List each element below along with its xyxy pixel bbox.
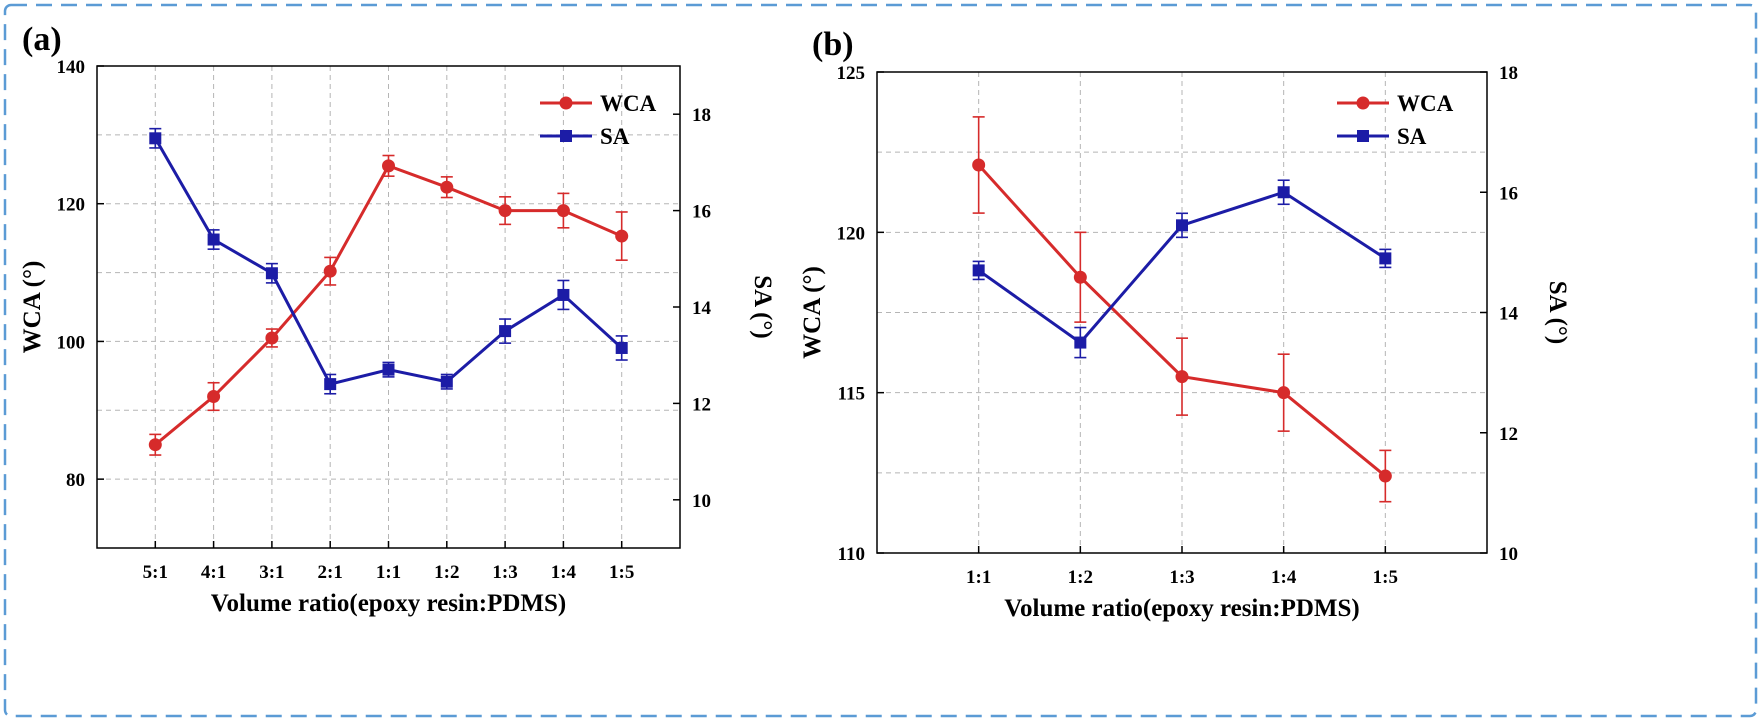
legend-marker xyxy=(1356,96,1370,110)
data-point-sa xyxy=(382,363,395,376)
data-point-sa xyxy=(615,341,628,354)
data-point-wca xyxy=(1073,270,1087,284)
left-tick-label: 140 xyxy=(57,57,86,78)
left-tick-label: 80 xyxy=(66,470,85,491)
series-wca xyxy=(148,154,629,456)
data-point-wca xyxy=(972,158,986,172)
y-axis-title-right: SA (°) xyxy=(749,275,776,338)
data-point-sa xyxy=(1277,186,1290,199)
x-tick-label: 3:1 xyxy=(259,562,284,583)
x-axis-title: Volume ratio(epoxy resin:PDMS) xyxy=(211,590,567,617)
data-point-sa xyxy=(149,132,162,145)
y-axis-title-left: WCA (°) xyxy=(19,261,46,354)
right-tick-label: 18 xyxy=(692,105,711,126)
legend-label-wca: WCA xyxy=(600,91,657,116)
x-tick-label: 5:1 xyxy=(143,562,168,583)
legend-marker xyxy=(1357,130,1369,142)
right-tick-label: 10 xyxy=(1499,544,1518,565)
x-tick-label: 1:5 xyxy=(609,562,634,583)
left-tick-label: 115 xyxy=(838,384,865,405)
x-tick-label: 1:4 xyxy=(1271,567,1297,588)
legend-label-sa: SA xyxy=(1397,124,1427,149)
data-point-wca xyxy=(148,438,162,452)
x-axis-title: Volume ratio(epoxy resin:PDMS) xyxy=(1004,595,1360,622)
y-axis-title-left: WCA (°) xyxy=(799,266,826,359)
data-point-sa xyxy=(499,325,512,338)
data-point-wca xyxy=(440,180,454,194)
left-tick-label: 125 xyxy=(837,63,866,84)
y-axis-title-right: SA (°) xyxy=(1544,281,1571,344)
legend-marker xyxy=(560,130,572,142)
x-tick-label: 1:3 xyxy=(1169,567,1194,588)
x-tick-label: 1:1 xyxy=(966,567,991,588)
data-point-sa xyxy=(557,288,570,301)
x-tick-label: 1:4 xyxy=(551,562,577,583)
right-tick-label: 14 xyxy=(692,298,712,319)
data-point-wca xyxy=(1378,469,1392,483)
data-point-wca xyxy=(207,390,221,404)
grid-lines xyxy=(97,66,680,548)
left-tick-label: 120 xyxy=(837,223,866,244)
right-tick-label: 16 xyxy=(692,202,711,223)
chart-panel-b: (b) 110 115 120 125 10 12 14 16 18 1:1 1:2 1:3 1:4 1:5… xyxy=(799,26,1571,622)
legend-label-sa: SA xyxy=(600,124,630,149)
x-tick-label: 1:3 xyxy=(492,562,517,583)
data-point-sa xyxy=(972,264,985,277)
x-tick-label: 2:1 xyxy=(318,562,343,583)
x-tick-label: 1:1 xyxy=(376,562,401,583)
data-point-wca xyxy=(498,204,512,218)
data-point-wca xyxy=(1175,370,1189,384)
right-tick-label: 12 xyxy=(692,394,711,415)
data-point-wca xyxy=(265,331,279,345)
right-tick-label: 10 xyxy=(692,491,711,512)
data-point-wca xyxy=(556,204,570,218)
data-point-sa xyxy=(1074,336,1087,349)
right-tick-label: 18 xyxy=(1499,63,1518,84)
series-sa xyxy=(972,179,1392,359)
panel-label: (b) xyxy=(812,26,854,63)
x-tick-label: 4:1 xyxy=(201,562,226,583)
series-wca xyxy=(972,116,1392,503)
data-point-wca xyxy=(615,229,629,243)
figure-frame xyxy=(3,3,1758,718)
grid-lines xyxy=(877,72,1487,553)
data-point-sa xyxy=(1379,252,1392,265)
x-tick-label: 1:2 xyxy=(1068,567,1093,588)
legend-marker xyxy=(559,96,573,110)
data-point-sa xyxy=(440,375,453,388)
data-point-sa xyxy=(207,233,220,246)
right-tick-label: 16 xyxy=(1499,183,1518,204)
data-point-sa xyxy=(265,267,278,280)
data-point-wca xyxy=(323,264,337,278)
left-tick-label: 110 xyxy=(838,544,865,565)
data-point-wca xyxy=(382,159,395,173)
chart-panel-a: (a) 80 100 120 140 10 12 14 16 18 5:1 4:1 3:1 2:1 1:1 1… xyxy=(19,21,776,617)
panel-label: (a) xyxy=(22,21,62,58)
x-tick-label: 1:2 xyxy=(434,562,459,583)
x-tick-label: 1:5 xyxy=(1373,567,1398,588)
left-tick-label: 100 xyxy=(57,332,86,353)
left-tick-label: 120 xyxy=(57,195,86,216)
right-tick-label: 14 xyxy=(1499,304,1519,325)
legend-label-wca: WCA xyxy=(1397,91,1454,116)
data-point-sa xyxy=(324,378,337,391)
data-point-wca xyxy=(1277,386,1291,400)
right-tick-label: 12 xyxy=(1499,424,1518,445)
series-sa xyxy=(149,127,628,395)
data-point-sa xyxy=(1176,219,1188,232)
